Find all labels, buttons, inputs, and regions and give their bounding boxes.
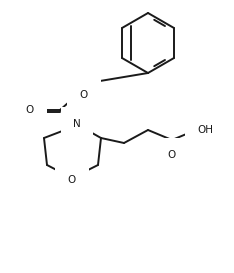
Text: N: N [73, 119, 81, 129]
Text: O: O [80, 90, 88, 100]
Text: OH: OH [197, 125, 213, 135]
Text: O: O [26, 105, 34, 115]
Text: O: O [68, 175, 76, 185]
Text: O: O [168, 150, 176, 160]
